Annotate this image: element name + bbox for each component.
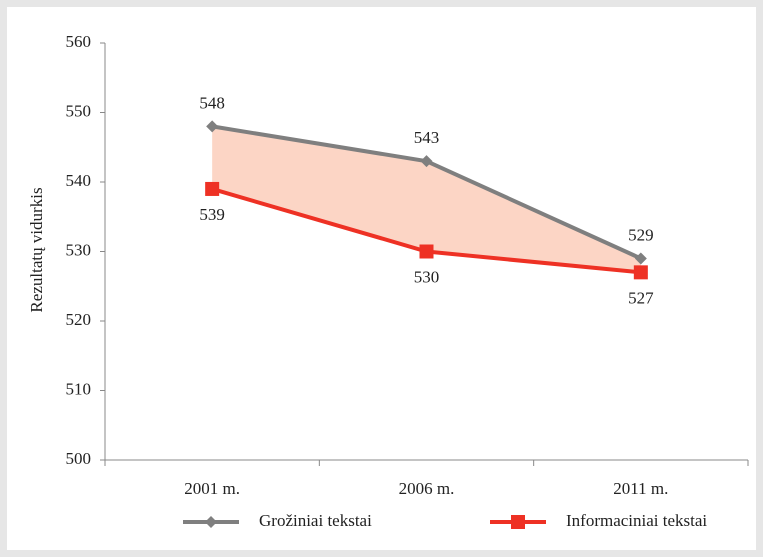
y-tick-label: 560	[66, 32, 92, 51]
data-label: 530	[414, 267, 440, 286]
y-axis-label: Rezultatų vidurkis	[27, 187, 46, 312]
marker	[206, 120, 219, 133]
data-label: 548	[199, 93, 225, 112]
x-tick-label: 2006 m.	[399, 479, 455, 498]
y-tick-label: 520	[66, 310, 92, 329]
marker	[634, 252, 647, 265]
y-tick-label: 540	[66, 171, 92, 190]
data-label: 527	[628, 288, 654, 307]
marker	[511, 515, 525, 529]
marker	[419, 244, 434, 259]
marker	[205, 181, 220, 196]
data-label: 539	[199, 205, 225, 224]
y-tick-label: 510	[66, 379, 92, 398]
y-tick-label: 530	[66, 240, 92, 259]
marker	[420, 155, 433, 168]
y-tick-label: 500	[66, 449, 92, 468]
legend-label: Informaciniai tekstai	[566, 511, 707, 530]
fill-between	[212, 126, 641, 273]
y-tick-label: 550	[66, 101, 92, 120]
x-tick-label: 2001 m.	[184, 479, 240, 498]
legend-label: Grožiniai tekstai	[259, 511, 372, 530]
marker	[633, 265, 648, 280]
data-label: 543	[414, 128, 440, 147]
x-tick-label: 2011 m.	[613, 479, 668, 498]
data-label: 529	[628, 225, 654, 244]
marker	[205, 516, 217, 528]
